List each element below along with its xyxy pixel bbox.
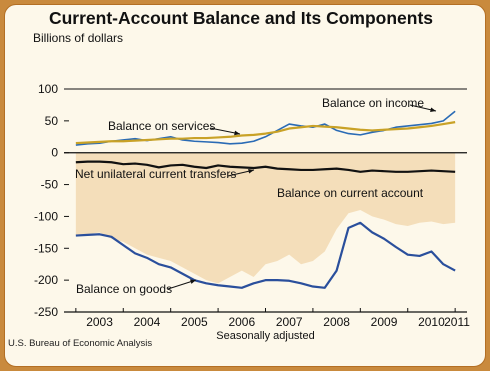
income-annotation: Balance on income [322, 96, 424, 110]
x-tick-label: 2011 [444, 315, 470, 329]
x-tick-label: 2003 [86, 315, 113, 329]
x-tick-label: 2006 [228, 315, 255, 329]
transfers-line [75, 160, 456, 173]
chart-title: Current-Account Balance and Its Componen… [48, 8, 434, 28]
y-tick-label: -50 [41, 178, 59, 192]
goods-annotation: Balance on goods [76, 282, 172, 296]
current-account-area [75, 152, 456, 284]
transfers-annotation: Net unilateral current transfers [75, 167, 236, 181]
x-tick-label: 2009 [371, 315, 398, 329]
y-tick-label: 0 [51, 146, 58, 160]
x-axis-title: Seasonally adjusted [216, 330, 314, 342]
transfers-annotation-arrowhead [248, 168, 254, 174]
services-line [75, 121, 456, 145]
income-annotation-arrowhead [430, 107, 436, 113]
services-annotation-arrowhead [234, 130, 240, 136]
x-tick-label: 2007 [276, 315, 303, 329]
goods-line [75, 221, 456, 289]
y-tick-label: -250 [34, 305, 58, 319]
services-annotation: Balance on services [108, 119, 215, 133]
y-tick-label: 50 [45, 114, 59, 128]
y-tick-label: 100 [38, 82, 58, 96]
y-tick-label: -200 [34, 273, 58, 287]
x-tick-label: 2004 [134, 315, 161, 329]
x-tick-label: 2010 [418, 315, 445, 329]
current-account-annotation: Balance on current account [277, 186, 424, 200]
y-tick-label: -100 [34, 209, 58, 223]
source-note: U.S. Bureau of Economic Analysis [8, 338, 153, 349]
x-tick-label: 2005 [181, 315, 208, 329]
x-tick-label: 2008 [323, 315, 350, 329]
goods-annotation-arrowhead [190, 279, 196, 284]
y-axis-unit-label: Billions of dollars [33, 31, 124, 45]
y-tick-label: -150 [34, 241, 58, 255]
